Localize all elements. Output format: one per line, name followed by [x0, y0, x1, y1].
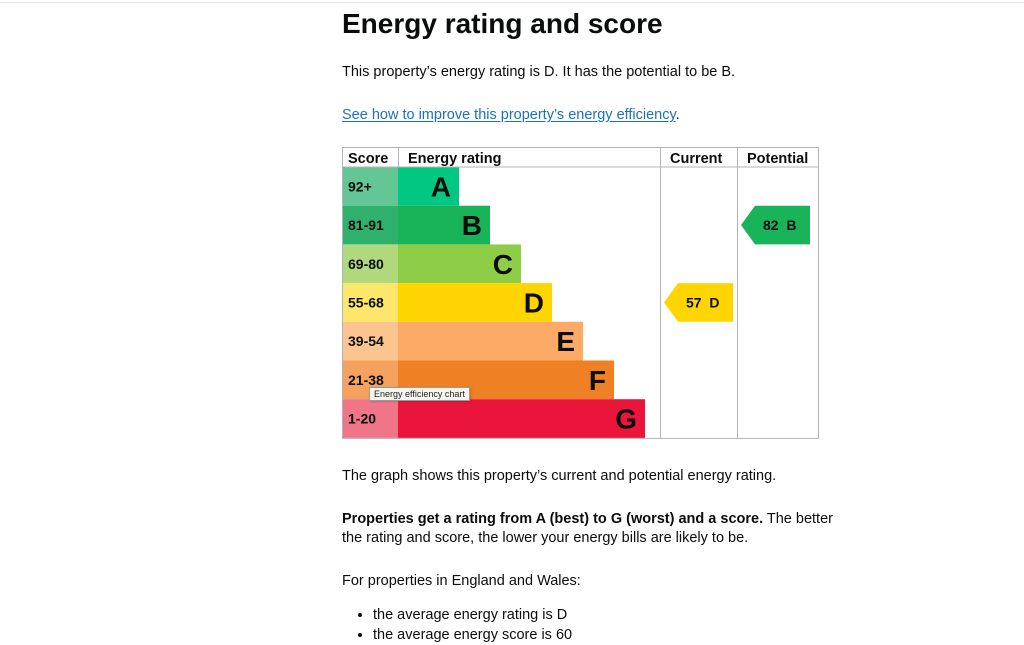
header-current: Current	[670, 151, 723, 167]
rating-band-c	[398, 244, 521, 284]
averages-list: the average energy rating is D the avera…	[342, 605, 572, 645]
improve-link-suffix: .	[675, 107, 680, 123]
scale-description-line2: the rating and score, the lower your ene…	[342, 530, 749, 546]
chart-tooltip: Energy efficiency chart	[369, 387, 470, 401]
energy-efficiency-chart: Score Energy rating Current Potential 92+ A 81…	[342, 147, 819, 439]
potential-rating-arrow	[741, 205, 810, 245]
header-potential: Potential	[747, 151, 808, 167]
graph-description: The graph shows this property’s current …	[342, 468, 777, 484]
current-rating-arrow	[664, 283, 733, 322]
england-wales-heading: For properties in England and Wales:	[342, 573, 581, 589]
score-cell-a	[342, 167, 398, 206]
score-cell-c	[342, 244, 398, 284]
scale-rest-text: The better	[763, 511, 833, 527]
rating-letter-g: G	[615, 404, 637, 435]
score-label-a: 92+	[348, 178, 372, 194]
current-rating-arrow-label: 57 D	[686, 294, 719, 310]
rating-letter-b: B	[462, 210, 482, 241]
rating-letter-f: F	[589, 365, 606, 396]
rating-band-a	[398, 167, 459, 206]
rating-band-g	[398, 399, 645, 438]
top-divider	[0, 2, 1024, 3]
score-label-g: 1-20	[348, 411, 376, 427]
scale-bold-text: Properties get a rating from A (best) to…	[342, 511, 764, 527]
potential-rating-arrow-label: 82 B	[763, 217, 796, 233]
header-score: Score	[348, 151, 388, 167]
rating-letter-e: E	[556, 326, 575, 357]
rating-band-b	[398, 205, 490, 245]
scale-description: Properties get a rating from A (best) to…	[342, 510, 833, 529]
rating-sentence: This property’s energy rating is D. It h…	[342, 64, 736, 80]
rating-letter-d: D	[524, 287, 544, 318]
score-cell-g	[342, 399, 398, 438]
score-label-b: 81-91	[348, 217, 384, 233]
score-label-f: 21-38	[348, 372, 384, 388]
score-cell-b	[342, 205, 398, 245]
score-label-c: 69-80	[348, 256, 384, 272]
rating-letter-a: A	[431, 171, 451, 202]
rating-band-d	[398, 283, 552, 322]
chart-border	[342, 147, 819, 439]
score-cell-e	[342, 321, 398, 361]
improve-efficiency-link[interactable]: See how to improve this property’s energ…	[342, 107, 676, 123]
list-item: the average energy score is 60	[373, 625, 572, 645]
improve-paragraph: See how to improve this property’s energ…	[342, 106, 680, 125]
score-cell-d	[342, 283, 398, 322]
score-label-e: 39-54	[348, 333, 384, 349]
score-label-d: 55-68	[348, 294, 384, 310]
rating-letter-c: C	[493, 249, 513, 280]
page-title: Energy rating and score	[342, 8, 663, 39]
rating-band-e	[398, 321, 583, 361]
header-energy-rating: Energy rating	[408, 151, 501, 167]
list-item: the average energy rating is D	[373, 605, 572, 625]
